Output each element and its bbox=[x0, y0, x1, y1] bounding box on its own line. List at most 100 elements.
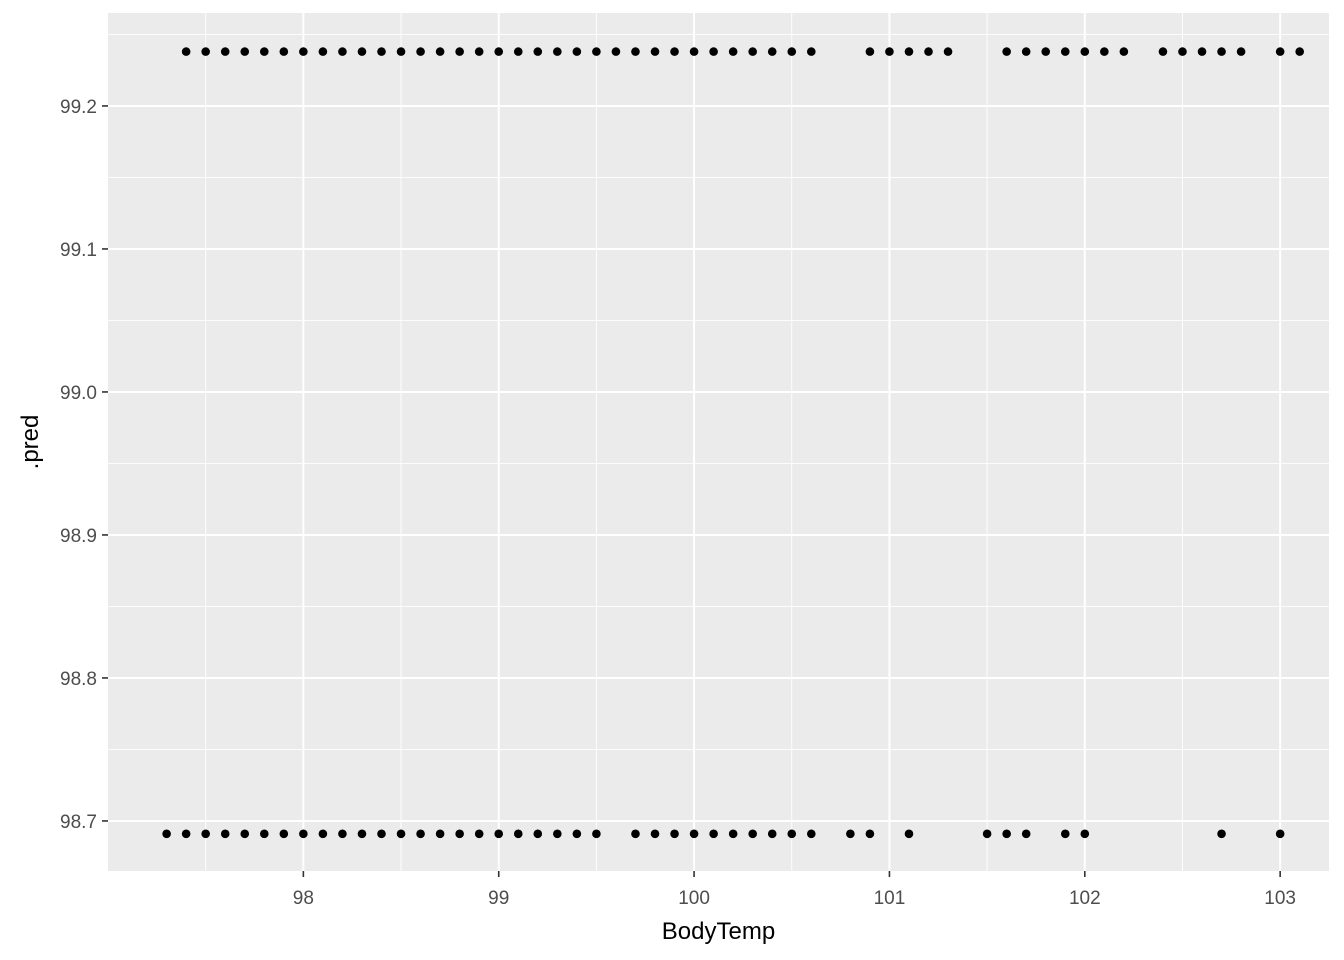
data-point bbox=[865, 47, 875, 56]
data-point bbox=[396, 829, 406, 839]
data-point bbox=[650, 829, 660, 839]
data-point bbox=[1119, 47, 1129, 56]
minor-gridlines bbox=[108, 13, 1329, 871]
data-point bbox=[611, 47, 621, 56]
data-point bbox=[259, 829, 269, 839]
data-point bbox=[1060, 829, 1070, 839]
data-point bbox=[474, 47, 484, 56]
x-tick-label: 103 bbox=[1264, 888, 1296, 909]
data-points bbox=[162, 47, 1304, 839]
data-point bbox=[338, 47, 347, 56]
data-point bbox=[201, 47, 210, 56]
data-point bbox=[455, 47, 464, 56]
y-axis-ticks: 98.7 98.8 98.9 99.0 99.1 99.2 bbox=[60, 97, 108, 833]
data-point bbox=[572, 47, 582, 56]
data-point bbox=[474, 829, 484, 839]
data-point bbox=[513, 47, 523, 56]
data-point bbox=[318, 47, 328, 56]
data-point bbox=[338, 829, 347, 839]
data-point bbox=[709, 47, 718, 56]
data-point bbox=[1080, 47, 1090, 56]
data-point bbox=[885, 47, 894, 56]
data-point bbox=[1041, 47, 1051, 56]
data-point bbox=[181, 47, 191, 56]
data-point bbox=[513, 829, 523, 839]
data-point bbox=[904, 47, 914, 56]
data-point bbox=[1060, 47, 1070, 56]
data-point bbox=[416, 47, 425, 56]
y-tick-label: 98.9 bbox=[60, 526, 97, 547]
data-point bbox=[494, 829, 504, 839]
data-point bbox=[1158, 47, 1168, 56]
data-point bbox=[689, 47, 699, 56]
data-point bbox=[924, 47, 933, 56]
data-point bbox=[279, 47, 289, 56]
data-point bbox=[943, 47, 953, 56]
data-point bbox=[748, 829, 757, 839]
data-point bbox=[1021, 829, 1031, 839]
data-point bbox=[201, 829, 210, 839]
y-tick-label: 98.8 bbox=[60, 669, 97, 690]
data-point bbox=[670, 829, 679, 839]
data-point bbox=[416, 829, 425, 839]
data-point bbox=[455, 829, 464, 839]
data-point bbox=[435, 829, 445, 839]
data-point bbox=[787, 829, 797, 839]
data-point bbox=[377, 47, 386, 56]
y-tick-label: 99.2 bbox=[60, 97, 97, 118]
data-point bbox=[318, 829, 328, 839]
data-point bbox=[572, 829, 582, 839]
plot-panel bbox=[108, 13, 1329, 871]
data-point bbox=[631, 829, 640, 839]
data-point bbox=[357, 829, 367, 839]
data-point bbox=[904, 829, 914, 839]
data-point bbox=[1217, 47, 1226, 56]
x-tick-label: 102 bbox=[1069, 888, 1101, 909]
data-point bbox=[1178, 47, 1187, 56]
data-point bbox=[533, 47, 543, 56]
data-point bbox=[553, 47, 562, 56]
data-point bbox=[1217, 829, 1226, 839]
data-point bbox=[435, 47, 445, 56]
data-point bbox=[1002, 829, 1011, 839]
data-point bbox=[220, 829, 230, 839]
data-point bbox=[553, 829, 562, 839]
data-point bbox=[728, 829, 738, 839]
data-point bbox=[357, 47, 367, 56]
x-tick-label: 99 bbox=[488, 888, 509, 909]
data-point bbox=[1100, 47, 1109, 56]
data-point bbox=[650, 47, 660, 56]
data-point bbox=[767, 47, 777, 56]
x-axis-ticks: 98 99 100 101 102 103 bbox=[293, 871, 1296, 909]
data-point bbox=[299, 829, 308, 839]
data-point bbox=[259, 47, 269, 56]
data-point bbox=[240, 47, 250, 56]
data-point bbox=[494, 47, 504, 56]
data-point bbox=[806, 829, 816, 839]
data-point bbox=[592, 47, 601, 56]
data-point bbox=[689, 829, 699, 839]
major-gridlines bbox=[108, 13, 1329, 871]
data-point bbox=[748, 47, 757, 56]
data-point bbox=[377, 829, 386, 839]
data-point bbox=[1080, 829, 1090, 839]
data-point bbox=[670, 47, 679, 56]
data-point bbox=[1295, 47, 1304, 56]
data-point bbox=[728, 47, 738, 56]
data-point bbox=[533, 829, 543, 839]
data-point bbox=[806, 47, 816, 56]
data-point bbox=[709, 829, 718, 839]
y-axis-title: .pred bbox=[17, 415, 44, 470]
y-tick-label: 99.0 bbox=[60, 383, 97, 404]
data-point bbox=[299, 47, 308, 56]
data-point bbox=[787, 47, 797, 56]
data-point bbox=[1002, 47, 1011, 56]
y-tick-label: 99.1 bbox=[60, 240, 97, 261]
data-point bbox=[767, 829, 777, 839]
data-point bbox=[162, 829, 171, 839]
data-point bbox=[396, 47, 406, 56]
data-point bbox=[631, 47, 640, 56]
data-point bbox=[240, 829, 250, 839]
data-point bbox=[846, 829, 855, 839]
